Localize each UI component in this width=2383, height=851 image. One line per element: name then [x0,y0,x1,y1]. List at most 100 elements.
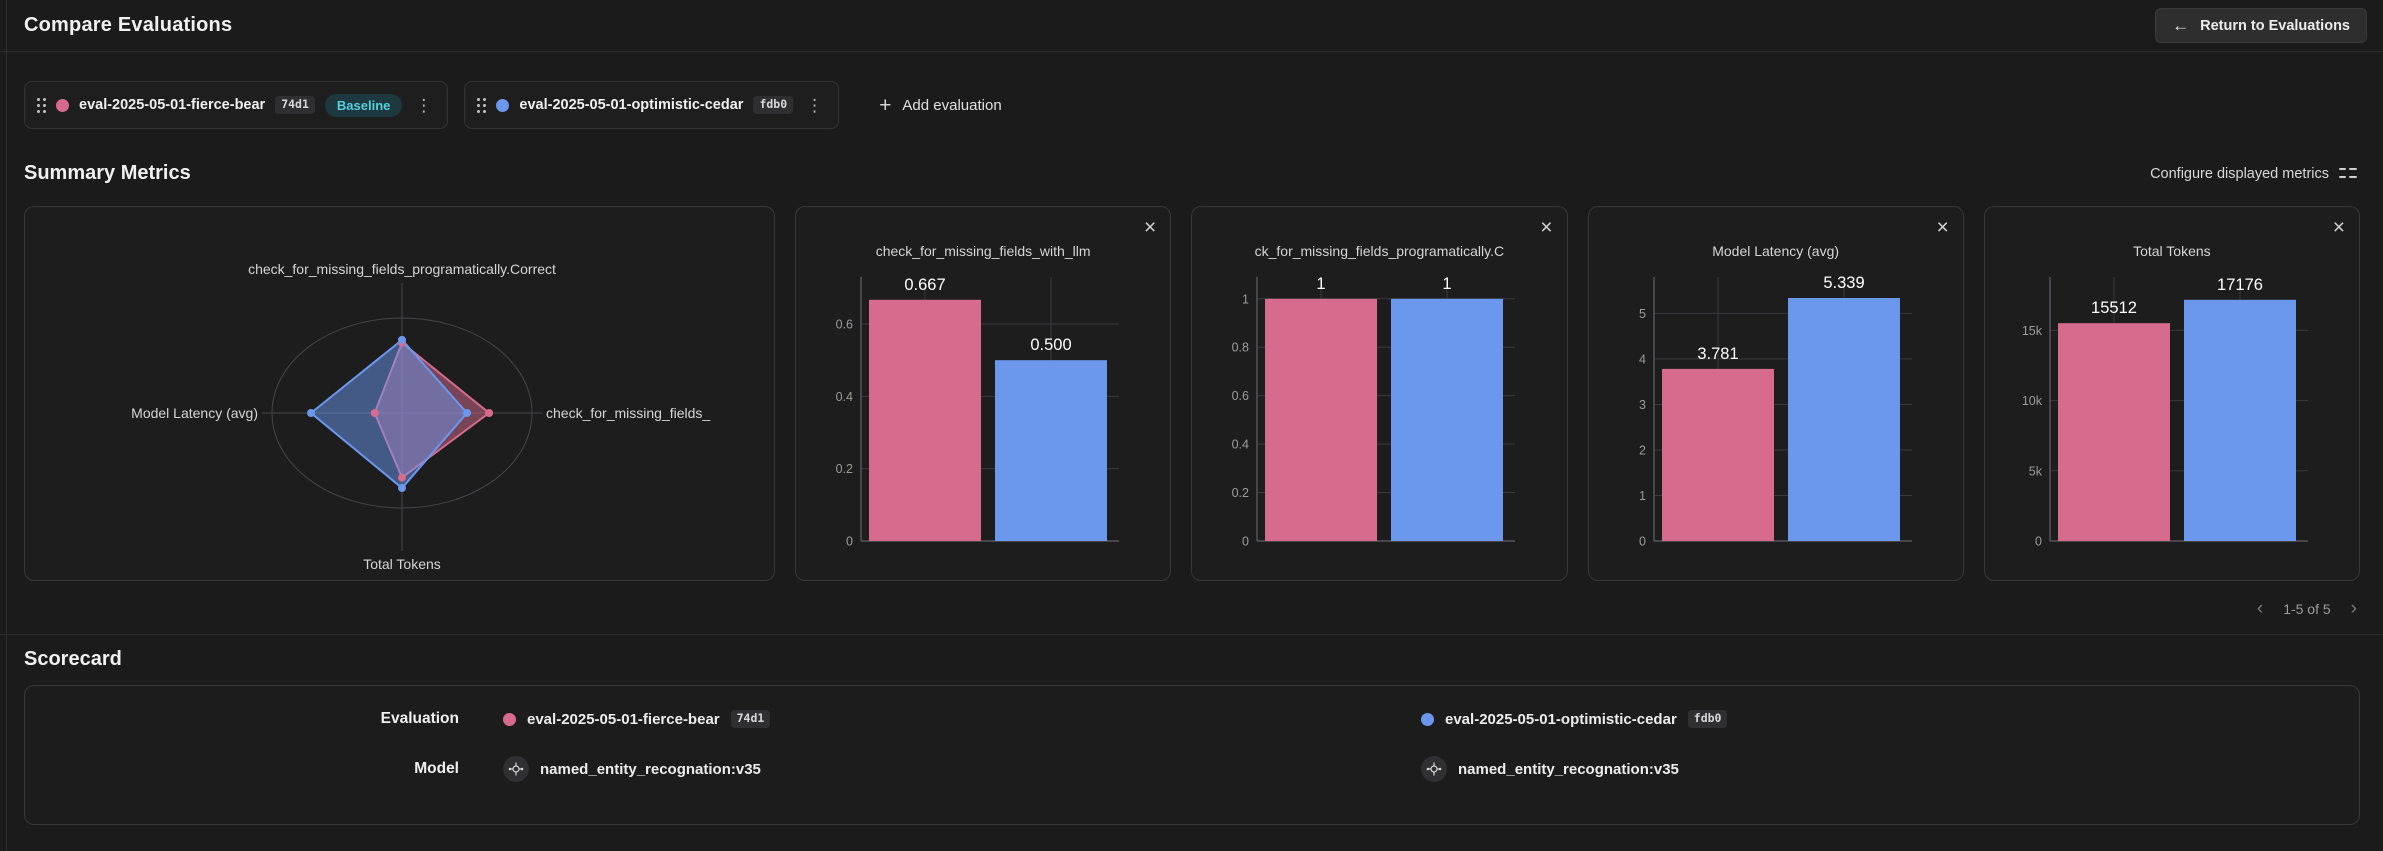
return-to-evaluations-button[interactable]: ← Return to Evaluations [2155,8,2367,43]
top-bar: Compare Evaluations ← Return to Evaluati… [0,0,2383,52]
svg-text:0.6: 0.6 [836,318,853,332]
plus-icon: + [879,93,892,117]
radar-metric-card: check_for_missing_fields_programatically… [24,206,775,581]
metric-card-title: Model Latency (avg) [1712,243,1840,259]
add-evaluation-button[interactable]: + Add evaluation [867,85,1014,126]
summary-metrics-header: Summary Metrics Configure displayed metr… [0,129,2383,185]
svg-text:Total Tokens: Total Tokens [363,556,441,572]
svg-text:17176: 17176 [2217,276,2263,294]
svg-text:1: 1 [1639,489,1646,503]
metric-cards-pagination: ‹ 1-5 of 5 › [0,581,2383,618]
model-icon [1421,756,1447,782]
svg-text:0.2: 0.2 [836,462,853,476]
bar-chart: 0 0.2 0.4 0.6 0.8 1 1 1 [1192,269,1566,561]
metric-card: × ck_for_missing_fields_programatically.… [1191,206,1568,581]
evaluation-chip-compare[interactable]: eval-2025-05-01-optimistic-cedar fdb0 ⋮ [464,81,840,129]
panel-left-border [6,0,7,851]
bar-chart: 0 0.2 0.4 0.6 0.667 0.500 [796,269,1170,561]
eval-color-dot [56,98,69,112]
close-icon[interactable]: × [1936,216,1949,239]
model-icon [503,756,529,782]
eval-hash-badge: 74d1 [275,96,315,114]
svg-text:1: 1 [1443,275,1452,293]
close-icon[interactable]: × [1540,216,1553,239]
svg-text:15512: 15512 [2091,299,2137,317]
svg-text:5.339: 5.339 [1823,274,1864,292]
eval-name: eval-2025-05-01-fierce-bear [79,97,266,113]
bar-chart: 0 1 2 3 4 5 3.781 5.339 [1589,269,1963,561]
svg-text:0.2: 0.2 [1232,486,1249,500]
table-row: Model named_entity_recognation:v35 named… [25,744,2359,794]
svg-text:0.667: 0.667 [904,276,945,294]
page-title: Compare Evaluations [24,14,233,36]
scorecard-eval-cell: eval-2025-05-01-optimistic-cedar fdb0 [1421,710,2359,728]
svg-text:0.4: 0.4 [836,390,853,404]
scorecard-title: Scorecard [24,648,122,670]
eval-hash-badge: fdb0 [1687,710,1728,728]
metric-card: × Model Latency (avg) 0 1 2 3 4 5 3.781 5.339 [1587,206,1964,581]
svg-text:0.8: 0.8 [1232,341,1249,355]
eval-hash-badge: 74d1 [730,710,771,728]
model-name: named_entity_recognation:v35 [1458,760,1679,778]
svg-text:Model Latency (avg): Model Latency (avg) [131,405,258,421]
metric-card-title: check_for_missing_fields_with_llm [875,243,1091,259]
svg-text:0.500: 0.500 [1030,336,1071,354]
back-arrow-icon: ← [2172,16,2190,35]
close-icon[interactable]: × [1143,216,1157,239]
eval-color-dot [503,712,516,726]
svg-text:4: 4 [1639,352,1646,366]
svg-text:2: 2 [1639,443,1646,457]
metric-card: × check_for_missing_fields_with_llm 0 0.2… [795,206,1172,581]
prev-page-icon[interactable]: ‹ [2256,598,2264,619]
eval-color-dot [1421,712,1434,726]
kebab-menu-icon[interactable]: ⋮ [415,95,433,115]
scorecard-model-cell: named_entity_recognation:v35 [503,756,1421,782]
svg-text:0: 0 [846,535,853,549]
eval-name: eval-2025-05-01-optimistic-cedar [519,97,744,113]
scorecard-row-label: Evaluation [380,710,459,727]
radar-chart: check_for_missing_fields_programatically… [25,217,774,580]
svg-text:0: 0 [2035,535,2042,549]
close-icon[interactable]: × [2332,216,2345,239]
svg-text:0.6: 0.6 [1232,389,1249,403]
summary-metrics-title: Summary Metrics [24,162,191,184]
table-row: Evaluation eval-2025-05-01-fierce-bear 7… [25,694,2359,744]
bar-chart: 0 5k 10k 15k 15512 17176 [1985,269,2359,561]
drag-handle-icon[interactable] [37,97,46,113]
model-name: named_entity_recognation:v35 [540,760,761,778]
svg-text:0: 0 [1242,535,1249,549]
section-divider [0,634,2383,635]
eval-color-dot [496,98,510,112]
baseline-badge: Baseline [324,93,403,117]
kebab-menu-icon[interactable]: ⋮ [806,95,824,115]
svg-text:1: 1 [1317,275,1326,293]
scorecard-row-label: Model [414,760,459,777]
add-evaluation-label: Add evaluation [902,96,1002,114]
svg-text:3.781: 3.781 [1697,345,1738,363]
pagination-label: 1-5 of 5 [2283,600,2331,617]
svg-text:check_for_missing_fields_: check_for_missing_fields_ [546,405,710,421]
svg-text:check_for_missing_fields_progr: check_for_missing_fields_programatically… [248,261,556,277]
configure-label: Configure displayed metrics [2150,165,2329,182]
drag-handle-icon[interactable] [477,97,487,113]
configure-metrics-icon [2339,168,2357,178]
scorecard-model-cell: named_entity_recognation:v35 [1421,756,2359,782]
evaluation-chip-baseline[interactable]: eval-2025-05-01-fierce-bear 74d1 Baselin… [24,81,449,129]
metric-card-title: ck_for_missing_fields_programatically.C [1254,243,1505,259]
next-page-icon[interactable]: › [2350,598,2357,619]
eval-name: eval-2025-05-01-optimistic-cedar [1445,710,1677,728]
svg-text:3: 3 [1639,398,1646,412]
svg-text:15k: 15k [2022,324,2043,338]
eval-hash-badge: fdb0 [753,96,794,114]
scorecard-eval-cell: eval-2025-05-01-fierce-bear 74d1 [503,710,1421,728]
metric-card: × Total Tokens 0 5k 10k 15k 15512 17176 [1983,206,2360,581]
eval-name: eval-2025-05-01-fierce-bear [527,710,720,728]
svg-text:5k: 5k [2029,464,2043,478]
metric-card-title: Total Tokens [2133,243,2211,259]
svg-text:0.4: 0.4 [1232,438,1249,452]
scorecard-table: Evaluation eval-2025-05-01-fierce-bear 7… [24,685,2360,825]
configure-displayed-metrics-button[interactable]: Configure displayed metrics [2150,166,2357,182]
svg-text:0: 0 [1639,535,1646,549]
svg-text:5: 5 [1639,307,1646,321]
svg-text:1: 1 [1242,292,1249,306]
